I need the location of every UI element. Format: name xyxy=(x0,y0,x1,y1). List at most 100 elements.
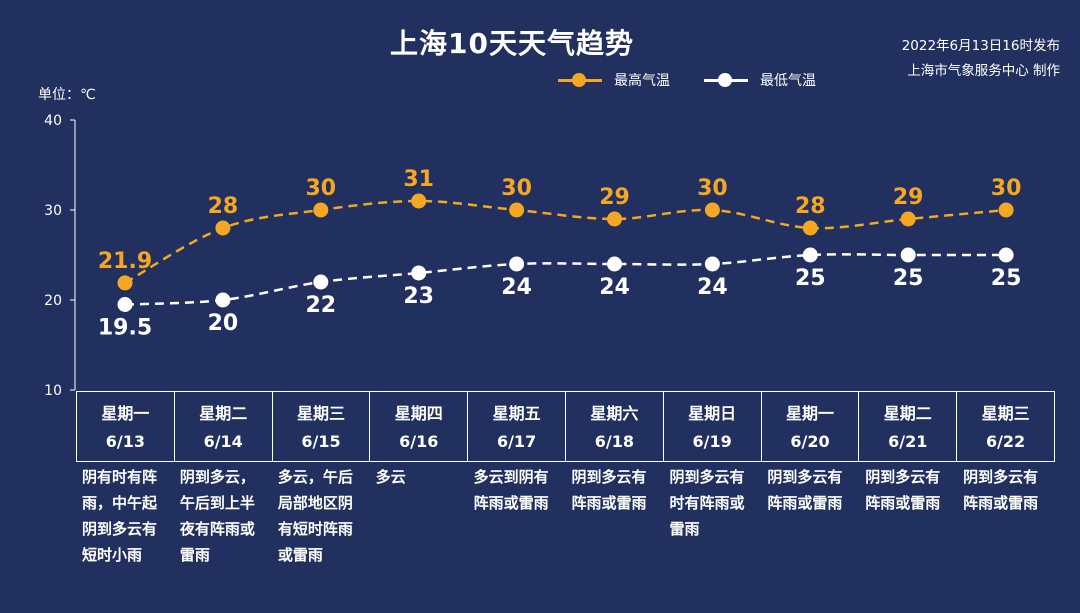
high-temp-point xyxy=(509,202,525,218)
low-temp-point xyxy=(607,256,622,272)
day-cell: 星期三 6/15 xyxy=(273,392,371,461)
low-temp-point xyxy=(900,247,916,263)
low-temp-label: 25 xyxy=(991,266,1022,291)
day-weekday: 星期五 xyxy=(492,404,541,423)
high-temp-line xyxy=(124,199,1007,284)
low-temp-label: 25 xyxy=(893,266,924,291)
weather-description: 阴到多云有阵雨或雷雨 xyxy=(865,468,941,512)
low-temp-point xyxy=(117,297,133,312)
day-date: 6/17 xyxy=(496,432,537,451)
high-temp-label: 30 xyxy=(501,176,532,201)
day-date: 6/13 xyxy=(105,432,146,451)
day-cell: 星期六 6/18 xyxy=(566,392,664,461)
day-weekday: 星期二 xyxy=(883,404,932,423)
day-weekday: 星期四 xyxy=(394,404,443,423)
day-date: 6/19 xyxy=(692,432,732,451)
day-cell: 星期三 6/22 xyxy=(957,392,1055,461)
day-cell: 星期四 6/16 xyxy=(370,392,469,461)
weather-description: 阴到多云，午后到上半夜有阵雨或雷雨 xyxy=(179,468,255,564)
low-temp-point xyxy=(998,247,1014,263)
day-weekday: 星期二 xyxy=(199,404,248,423)
issue-time: 2022年6月13日16时发布 xyxy=(901,38,1060,54)
day-weekday: 星期三 xyxy=(296,404,345,423)
chart-title: 上海10天天气趋势 xyxy=(390,27,634,60)
low-temp-label: 24 xyxy=(697,275,728,300)
weather-description: 阴到多云有阵雨或雷雨 xyxy=(963,468,1039,512)
weather-description: 阴到多云有阵雨或雷雨 xyxy=(767,468,843,512)
high-temp-point xyxy=(802,220,818,236)
high-temp-label: 30 xyxy=(305,176,336,201)
legend-marker-high xyxy=(558,70,602,90)
high-temp-label: 30 xyxy=(697,176,728,201)
low-temp-line xyxy=(124,253,1007,306)
weather-description: 多云到阴有阵雨或雷雨 xyxy=(473,468,549,512)
high-temp-point xyxy=(607,211,622,227)
weather-description: 阴到多云有阵雨或雷雨 xyxy=(571,468,647,512)
legend: 最高气温 最低气温 xyxy=(558,70,850,90)
day-cell: 星期二 6/14 xyxy=(175,392,273,461)
day-cell: 星期二 6/21 xyxy=(859,392,958,461)
y-tick-label: 40 xyxy=(44,113,62,129)
day-weekday: 星期三 xyxy=(981,404,1030,423)
low-temp-label: 20 xyxy=(208,311,239,336)
high-temp-point xyxy=(704,202,720,218)
weather-description: 阴有时有阵雨，中午起阴到多云有短时小雨 xyxy=(82,468,158,564)
day-cell: 星期一 6/13 xyxy=(76,392,175,461)
y-tick-label: 10 xyxy=(44,383,62,399)
weather-description: 多云 xyxy=(375,468,406,486)
high-temp-label: 30 xyxy=(991,176,1022,201)
y-tick-label: 30 xyxy=(44,203,62,219)
high-temp-label: 29 xyxy=(599,185,630,210)
low-temp-point xyxy=(313,274,329,290)
low-temp-point xyxy=(509,256,525,272)
weather-description: 多云，午后局部地区阴有短时阵雨或雷雨 xyxy=(277,468,353,564)
day-weekday: 星期一 xyxy=(101,404,150,423)
day-weekday: 星期一 xyxy=(785,404,834,423)
low-temp-point xyxy=(802,247,818,263)
day-date: 6/22 xyxy=(985,432,1026,451)
issuer: 上海市气象服务中心 制作 xyxy=(907,63,1060,79)
day-header-row: 星期一 6/13 星期二 6/14 星期三 6/15 星期四 6/16 星期五 6/17 … xyxy=(76,391,1055,462)
weather-description-row: 阴有时有阵雨，中午起阴到多云有短时小雨 阴到多云，午后到上半夜有阵雨或雷雨 多云… xyxy=(76,464,1055,568)
high-temp-point xyxy=(411,193,427,209)
high-temp-point xyxy=(215,220,231,236)
y-tick-label: 20 xyxy=(44,293,62,309)
low-temp-point xyxy=(215,292,231,308)
low-temp-label: 19.5 xyxy=(98,316,152,341)
day-weekday: 星期六 xyxy=(590,404,639,423)
unit-label: 单位：℃ xyxy=(38,87,96,103)
day-date: 6/16 xyxy=(399,432,439,451)
legend-item-high: 最高气温 xyxy=(558,70,670,90)
day-date: 6/14 xyxy=(203,432,243,451)
day-weekday: 星期日 xyxy=(688,404,737,423)
high-temp-label: 21.9 xyxy=(98,249,152,274)
high-temp-label: 31 xyxy=(403,167,434,192)
day-date: 6/21 xyxy=(888,432,928,451)
day-date: 6/20 xyxy=(790,432,830,451)
low-temp-label: 22 xyxy=(305,293,336,318)
day-cell: 星期一 6/20 xyxy=(762,392,860,461)
day-date: 6/18 xyxy=(594,432,634,451)
high-temp-point xyxy=(900,211,916,227)
low-temp-point xyxy=(411,265,427,281)
low-temp-label: 24 xyxy=(599,275,630,300)
day-cell: 星期日 6/19 xyxy=(664,392,762,461)
issue-info: 2022年6月13日16时发布 上海市气象服务中心 制作 xyxy=(902,34,1060,84)
high-temp-point xyxy=(998,202,1014,218)
low-temp-label: 23 xyxy=(403,284,434,309)
low-temp-label: 25 xyxy=(795,266,826,291)
high-temp-point xyxy=(117,275,133,291)
legend-label-low: 最低气温 xyxy=(760,73,816,89)
weather-description: 阴到多云有时有阵雨或雷雨 xyxy=(669,468,745,538)
low-temp-label: 24 xyxy=(501,275,532,300)
high-temp-label: 28 xyxy=(795,194,826,219)
legend-label-high: 最高气温 xyxy=(614,73,670,89)
low-temp-point xyxy=(704,256,720,272)
legend-marker-low xyxy=(704,70,748,90)
high-temp-label: 28 xyxy=(208,194,239,219)
high-temp-label: 29 xyxy=(893,185,924,210)
legend-item-low: 最低气温 xyxy=(704,70,816,90)
day-cell: 星期五 6/17 xyxy=(468,392,566,461)
day-date: 6/15 xyxy=(301,432,341,451)
